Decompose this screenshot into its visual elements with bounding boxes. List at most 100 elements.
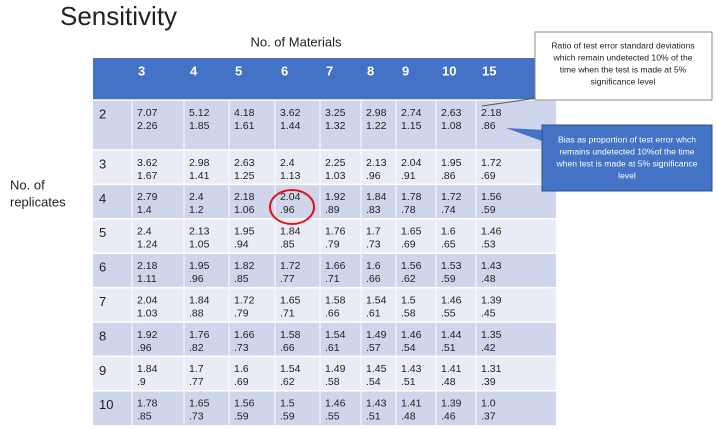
callout-text: Bias as proportion of test error whch rem… [556,134,698,180]
cell-value: 1.5 [280,398,295,410]
cell-value: 1.03 [137,307,158,319]
cell-value: 1.82 [234,260,255,272]
table-row [93,390,556,426]
cell-value: .69 [234,376,249,388]
cell-value: 1.41 [189,170,210,182]
cell-value: 3.62 [280,107,301,119]
cell-value: 1.95 [441,157,462,169]
cell-value: 1.72 [280,260,301,272]
cell-value: 1.41 [401,398,422,410]
table-row [93,322,556,357]
cell-value: .51 [366,411,381,423]
cell-value: 1.7 [366,226,381,238]
cell-value: 1.15 [401,120,422,132]
column-header: 10 [442,63,456,78]
cell-value: .82 [189,342,204,354]
cell-value: 1.92 [137,329,158,341]
cell-value: 2.98 [366,107,387,119]
cell-value: 2.13 [366,157,387,169]
slide-title: Sensitivity [60,1,177,31]
cell-value: .78 [401,204,416,216]
column-header: 7 [326,63,333,78]
cell-value: 3.25 [325,107,346,119]
cell-value: .73 [234,342,249,354]
highlight-circle [269,189,315,225]
cell-value: 1.39 [441,398,462,410]
cell-value: 3.62 [137,157,158,169]
cell-value: .62 [280,376,295,388]
row-label: 4 [99,191,106,206]
cell-value: .65 [441,239,456,251]
cell-value: 2.18 [481,107,502,119]
cell-value: .71 [280,307,295,319]
cell-value: 2.4 [189,191,204,203]
cell-value: 2.04 [137,294,158,306]
table: 3 4 5 6 7 8 9 10 152 7.072.265.121.854.181.613.62… [93,58,556,426]
cell-value: .69 [401,239,416,251]
cell-value: 1.22 [366,120,387,132]
cell-value: 2.4 [137,226,152,238]
cell-value: .59 [441,273,456,285]
callout-line: Ratio of test error standard deviations [551,40,694,50]
cell-value: .83 [366,204,381,216]
cell-value: 5.12 [189,107,210,119]
cell-value: 1.4 [137,204,152,216]
cell-value: 1.43 [366,398,387,410]
row-label: 3 [99,156,106,171]
cell-value: 1.95 [234,226,255,238]
cell-value: 1.5 [401,294,416,306]
table-row [93,184,556,219]
cell-value: 1.92 [325,191,346,203]
cell-value: .69 [481,170,496,182]
cell-value: .59 [280,411,295,423]
cell-value: 2.98 [189,157,210,169]
cell-value: 1.72 [234,294,255,306]
cell-value: 1.43 [481,260,502,272]
cell-value: 1.45 [366,363,387,375]
callout-pointer [506,128,545,142]
cell-value: 2.63 [441,107,462,119]
cell-value: 1.41 [441,363,462,375]
cell-value: 1.06 [234,204,255,216]
cell-value: .85 [137,411,152,423]
cell-value: .57 [366,342,381,354]
cell-value: 2.63 [234,157,255,169]
cell-value: 1.0 [481,398,496,410]
table-row [93,150,556,185]
cell-value: 1.7 [189,363,204,375]
callout-line: when test is made at 5% significance [556,158,698,168]
cell-value: 1.6 [366,260,381,272]
cell-value: .62 [401,273,416,285]
cell-value: 1.31 [481,363,502,375]
cell-value: 1.65 [401,226,422,238]
column-axis-label: No. of Materials [250,34,342,49]
cell-value: 1.11 [137,273,157,285]
cell-value: 1.72 [441,191,462,203]
column-header: 3 [138,63,145,78]
cell-value: .66 [325,307,340,319]
cell-value: 1.56 [481,191,502,203]
cell-value: .48 [441,376,456,388]
callout-line: remains undetected 10%of the time [559,146,694,156]
cell-value: 1.72 [481,157,502,169]
cell-value: .71 [325,273,340,285]
cell-value: 1.61 [234,120,255,132]
cell-value: .77 [280,273,295,285]
cell-value: 1.44 [280,120,301,132]
cell-value: 7.07 [137,107,158,119]
cell-value: 2.18 [137,260,158,272]
cell-value: .94 [234,239,249,251]
cell-value: .91 [401,170,416,182]
cell-value: 1.66 [234,329,255,341]
callout-box [541,124,713,192]
cell-value: 1.53 [441,260,462,272]
cell-value: .86 [481,120,496,132]
cell-value: .79 [234,307,249,319]
cell-value: 2.18 [234,191,255,203]
cell-value: .85 [280,239,295,251]
cell-value: 1.84 [189,294,210,306]
cell-value: 1.46 [325,398,346,410]
cell-value: .58 [325,376,340,388]
cell-value: .55 [325,411,340,423]
cell-value: 1.65 [189,398,210,410]
